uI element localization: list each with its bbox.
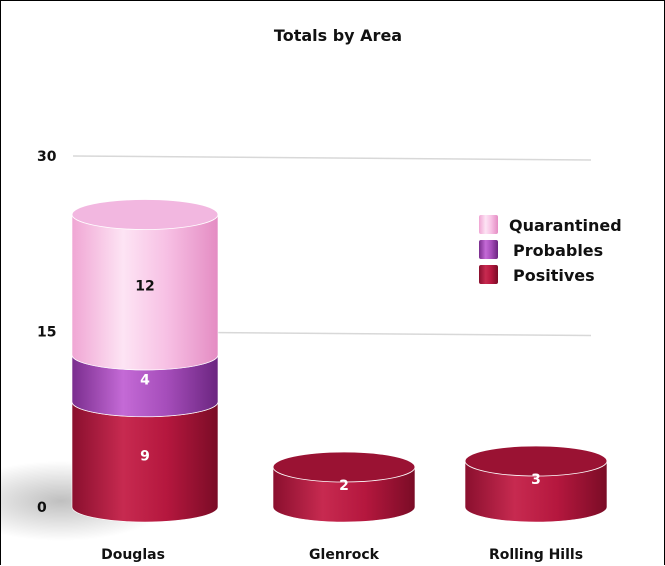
bar-body	[464, 460, 608, 523]
legend-swatch	[479, 215, 498, 234]
data-label: 12	[135, 279, 154, 295]
y-axis-ticks: 01530	[37, 149, 57, 516]
bar-body	[71, 214, 219, 371]
legend-label: Positives	[513, 266, 595, 285]
x-axis-categories: Douglas Glenrock Rolling Hills	[101, 547, 583, 563]
legend-item-probables: Probables	[479, 240, 603, 260]
bar-segment-positives-glenrock: 2	[272, 451, 416, 523]
bar-cap	[71, 199, 219, 230]
legend-swatch	[479, 265, 498, 284]
legend-label: Probables	[513, 241, 603, 260]
bar-segment-positives-rolling-hills: 3	[464, 445, 608, 523]
data-label: 4	[140, 372, 150, 388]
x-tick-label: Glenrock	[309, 547, 380, 563]
data-label: 9	[140, 448, 150, 464]
chart-title: Totals by Area	[274, 26, 402, 45]
data-label: 2	[339, 478, 349, 494]
legend-item-positives: Positives	[479, 265, 595, 285]
bars: 9 4 12 2 3	[1, 199, 608, 541]
legend-label: Quarantined	[509, 216, 622, 235]
legend-item-quarantined: Quarantined	[479, 215, 622, 235]
x-tick-label: Douglas	[101, 547, 165, 563]
legend-swatch	[479, 240, 498, 259]
gridline	[72, 155, 592, 161]
y-tick-label: 30	[37, 149, 57, 165]
bar-cap	[272, 451, 416, 483]
bar-body	[71, 354, 219, 417]
data-label: 3	[531, 472, 541, 488]
y-tick-label: 15	[37, 325, 56, 341]
bar-body	[71, 401, 219, 523]
legend: Quarantined Probables Positives	[479, 215, 622, 285]
bar-body	[272, 466, 416, 523]
bar-cap	[464, 445, 608, 477]
bar-segment-quarantined-douglas: 12	[71, 199, 219, 371]
x-tick-label: Rolling Hills	[489, 547, 583, 563]
